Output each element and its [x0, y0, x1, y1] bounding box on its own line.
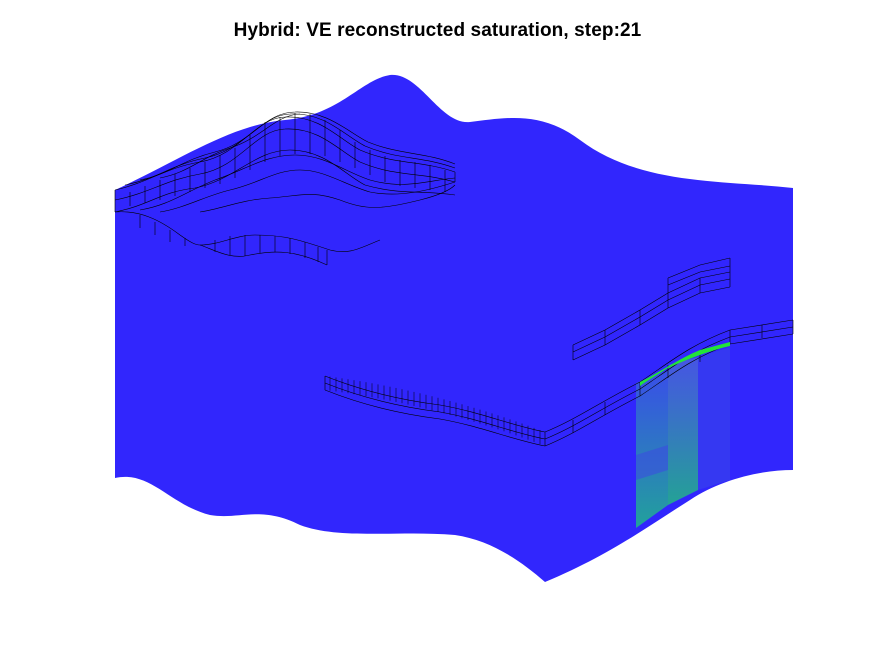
- middle-layer-grid: [324, 257, 794, 447]
- plume-column-main: [668, 357, 698, 505]
- figure-title: Hybrid: VE reconstructed saturation, ste…: [233, 20, 642, 41]
- plume-column-front: [636, 370, 668, 528]
- lower-strip-ribs: [329, 376, 541, 445]
- co2-plume-top: [640, 342, 730, 386]
- plume-column-shadow: [698, 347, 730, 490]
- plume-column-left: [636, 445, 668, 480]
- reservoir-body: [115, 74, 793, 582]
- top-layer-grid: [114, 111, 456, 266]
